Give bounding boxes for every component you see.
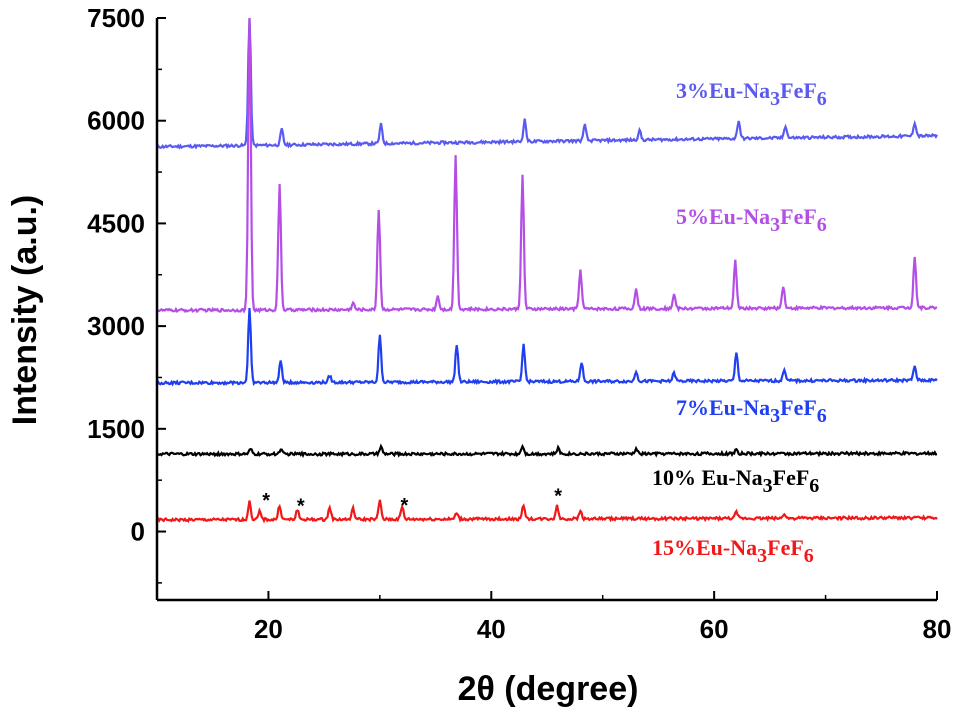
impurity-marker: * (297, 496, 305, 518)
impurity-marker: * (262, 490, 270, 512)
series-line-5 (156, 499, 938, 524)
series-label-5: 15%Eu-Na3FeF6 (652, 535, 814, 567)
series-label-1: 3%Eu-Na3FeF6 (676, 78, 827, 110)
y-tick-label: 7500 (87, 3, 145, 33)
series-line-2 (156, 17, 938, 314)
series-line-1 (156, 17, 938, 150)
y-tick-label: 4500 (87, 208, 145, 238)
x-tick-label: 40 (477, 614, 506, 644)
series-labels: 3%Eu-Na3FeF6 5%Eu-Na3FeF6 7%Eu-Na3FeF6 10% … (262, 78, 826, 567)
x-axis-title: 2θ (degree) (458, 670, 639, 708)
x-tick-label: 20 (254, 614, 283, 644)
impurity-marker: * (554, 485, 562, 507)
axes: 20 40 60 80 0 1500 3000 4500 6000 7500 (87, 3, 951, 644)
series-line-3 (156, 308, 938, 387)
series-label-3: 7%Eu-Na3FeF6 (676, 395, 827, 427)
series-label-4: 10% Eu-Na3FeF6 (652, 465, 819, 497)
impurity-marker: * (400, 495, 408, 517)
x-tick-label: 80 (923, 614, 952, 644)
series-layer (156, 17, 938, 524)
x-tick-label: 60 (700, 614, 729, 644)
y-axis-title: Intensity (a.u.) (6, 195, 44, 425)
y-tick-label: 1500 (87, 414, 145, 444)
series-line-4 (156, 443, 938, 459)
series-label-2: 5%Eu-Na3FeF6 (676, 204, 827, 236)
y-tick-label: 0 (131, 517, 145, 547)
y-tick-label: 3000 (87, 311, 145, 341)
y-tick-label: 6000 (87, 106, 145, 136)
